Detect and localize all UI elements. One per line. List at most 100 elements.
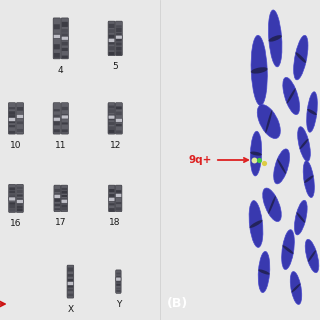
FancyBboxPatch shape <box>54 204 60 206</box>
FancyBboxPatch shape <box>61 185 68 212</box>
FancyBboxPatch shape <box>54 115 60 118</box>
FancyBboxPatch shape <box>116 202 121 204</box>
FancyBboxPatch shape <box>68 289 73 291</box>
FancyBboxPatch shape <box>9 191 15 193</box>
Ellipse shape <box>298 127 310 161</box>
FancyBboxPatch shape <box>108 130 115 133</box>
FancyBboxPatch shape <box>116 278 121 281</box>
FancyBboxPatch shape <box>108 109 115 113</box>
FancyBboxPatch shape <box>62 22 68 27</box>
FancyBboxPatch shape <box>116 270 121 293</box>
FancyBboxPatch shape <box>116 273 121 275</box>
FancyBboxPatch shape <box>17 200 23 204</box>
FancyBboxPatch shape <box>54 34 60 36</box>
FancyBboxPatch shape <box>62 123 68 124</box>
Text: 5: 5 <box>112 62 118 71</box>
FancyBboxPatch shape <box>54 195 60 198</box>
FancyBboxPatch shape <box>109 208 115 212</box>
FancyBboxPatch shape <box>9 115 15 118</box>
FancyBboxPatch shape <box>53 103 60 134</box>
FancyBboxPatch shape <box>54 208 60 210</box>
FancyBboxPatch shape <box>108 21 115 56</box>
FancyBboxPatch shape <box>116 118 122 121</box>
FancyBboxPatch shape <box>9 131 15 133</box>
FancyBboxPatch shape <box>9 205 15 208</box>
FancyBboxPatch shape <box>109 198 115 201</box>
FancyBboxPatch shape <box>62 129 68 132</box>
Text: 11: 11 <box>55 141 67 150</box>
FancyBboxPatch shape <box>17 107 23 111</box>
Ellipse shape <box>277 159 286 174</box>
FancyBboxPatch shape <box>108 115 115 117</box>
FancyBboxPatch shape <box>116 130 122 133</box>
FancyBboxPatch shape <box>109 35 114 38</box>
FancyBboxPatch shape <box>116 281 121 284</box>
FancyBboxPatch shape <box>109 203 115 205</box>
Ellipse shape <box>263 188 281 221</box>
FancyBboxPatch shape <box>116 277 121 281</box>
Ellipse shape <box>251 35 267 106</box>
Point <box>261 161 267 166</box>
FancyBboxPatch shape <box>54 193 60 196</box>
Ellipse shape <box>251 67 268 74</box>
FancyBboxPatch shape <box>61 195 67 197</box>
FancyBboxPatch shape <box>116 276 121 277</box>
FancyBboxPatch shape <box>9 184 16 212</box>
FancyBboxPatch shape <box>53 117 60 121</box>
FancyBboxPatch shape <box>62 34 68 38</box>
FancyBboxPatch shape <box>116 103 123 134</box>
Ellipse shape <box>268 196 276 214</box>
Ellipse shape <box>268 35 282 42</box>
Ellipse shape <box>294 35 308 80</box>
FancyBboxPatch shape <box>53 18 60 59</box>
FancyBboxPatch shape <box>17 194 23 196</box>
FancyBboxPatch shape <box>116 43 122 45</box>
Ellipse shape <box>265 110 272 133</box>
Ellipse shape <box>307 109 317 115</box>
FancyBboxPatch shape <box>17 114 23 117</box>
FancyBboxPatch shape <box>108 185 115 212</box>
Ellipse shape <box>305 239 319 273</box>
FancyBboxPatch shape <box>17 187 23 189</box>
FancyBboxPatch shape <box>108 115 115 119</box>
FancyBboxPatch shape <box>62 107 68 110</box>
FancyBboxPatch shape <box>109 24 114 28</box>
Ellipse shape <box>308 250 316 262</box>
FancyBboxPatch shape <box>109 197 115 201</box>
FancyBboxPatch shape <box>108 103 115 134</box>
FancyBboxPatch shape <box>116 107 122 109</box>
FancyBboxPatch shape <box>68 284 73 288</box>
Point <box>257 157 262 163</box>
Point <box>252 157 257 163</box>
Ellipse shape <box>303 161 314 197</box>
FancyBboxPatch shape <box>61 198 67 201</box>
FancyBboxPatch shape <box>9 120 15 123</box>
FancyBboxPatch shape <box>109 194 115 197</box>
FancyBboxPatch shape <box>116 124 122 126</box>
FancyBboxPatch shape <box>54 129 60 132</box>
FancyBboxPatch shape <box>17 201 23 204</box>
Ellipse shape <box>258 252 270 292</box>
FancyBboxPatch shape <box>116 21 122 56</box>
FancyBboxPatch shape <box>17 198 23 201</box>
FancyBboxPatch shape <box>67 282 74 285</box>
Text: Y: Y <box>116 300 121 309</box>
FancyBboxPatch shape <box>116 35 122 39</box>
Ellipse shape <box>257 105 280 139</box>
FancyBboxPatch shape <box>61 199 68 203</box>
FancyBboxPatch shape <box>109 52 114 55</box>
FancyBboxPatch shape <box>17 209 23 211</box>
Ellipse shape <box>282 230 294 269</box>
FancyBboxPatch shape <box>54 189 60 192</box>
FancyBboxPatch shape <box>54 185 61 212</box>
FancyBboxPatch shape <box>116 33 122 37</box>
FancyBboxPatch shape <box>116 288 121 290</box>
FancyBboxPatch shape <box>9 125 15 127</box>
FancyBboxPatch shape <box>17 190 23 193</box>
FancyBboxPatch shape <box>109 29 114 33</box>
Text: 4: 4 <box>58 66 64 75</box>
FancyBboxPatch shape <box>9 209 15 212</box>
Ellipse shape <box>283 77 300 115</box>
FancyBboxPatch shape <box>17 205 23 209</box>
FancyBboxPatch shape <box>54 53 60 58</box>
